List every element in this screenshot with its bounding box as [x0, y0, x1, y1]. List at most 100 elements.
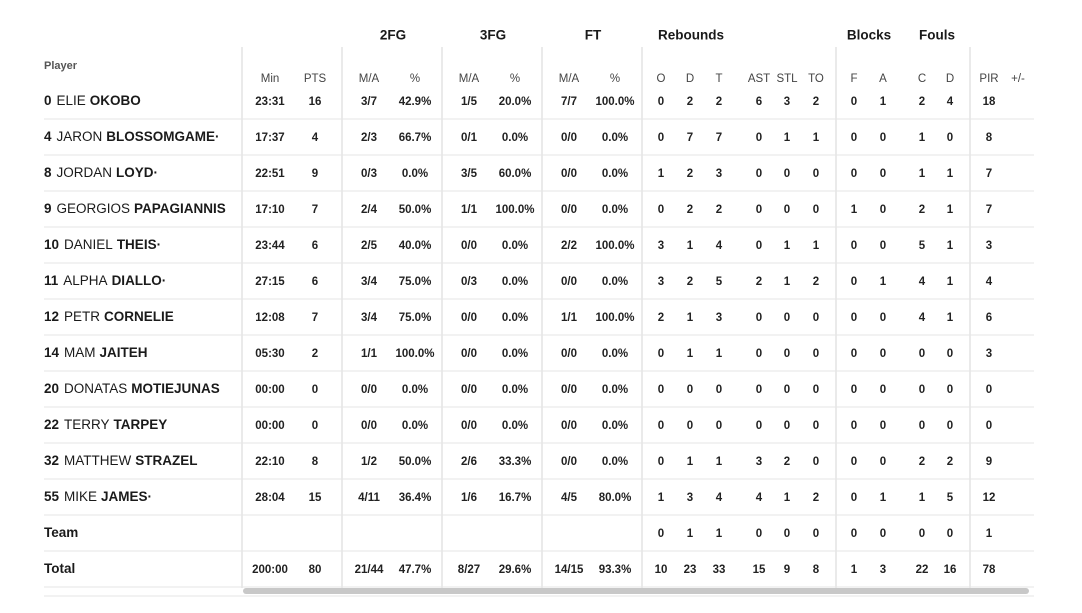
- stat-cell: 1: [784, 132, 791, 144]
- stat-cell: 200:00: [252, 564, 288, 576]
- stat-cell: 1/6: [461, 492, 477, 504]
- stat-cell: 0: [947, 384, 953, 396]
- player-number: 9: [44, 201, 52, 216]
- group-header: Fouls: [919, 28, 955, 43]
- stat-cell: 2/3: [361, 132, 377, 144]
- stat-cell: 0: [851, 420, 857, 432]
- stat-cell: 7: [312, 312, 318, 324]
- stat-cell: 80.0%: [599, 492, 632, 504]
- stat-cell: 33: [713, 564, 726, 576]
- stat-cell: 17:37: [255, 132, 284, 144]
- player-name: 12 PETR CORNELIE: [44, 309, 174, 324]
- stat-cell: 0: [880, 420, 886, 432]
- first-name: GEORGIOS: [57, 201, 131, 216]
- stat-cell: 2/2: [561, 240, 577, 252]
- stat-cell: 0.0%: [502, 312, 528, 324]
- stat-cell: 4: [312, 132, 319, 144]
- stat-cell: 4: [919, 276, 926, 288]
- stat-cell: 1: [880, 492, 887, 504]
- stat-cell: 3: [658, 240, 664, 252]
- first-name: DANIEL: [64, 237, 113, 252]
- stat-cell: 2/6: [461, 456, 477, 468]
- stat-cell: 0: [880, 312, 886, 324]
- stat-cell: 0: [947, 420, 953, 432]
- stat-cell: 2: [756, 276, 762, 288]
- stat-cell: 0/0: [461, 312, 477, 324]
- stat-cell: 9: [784, 564, 790, 576]
- stat-cell: 1: [687, 240, 694, 252]
- row-label: Team: [44, 525, 78, 540]
- stat-cell: 8: [986, 132, 993, 144]
- stat-cell: 0: [851, 384, 857, 396]
- stat-cell: 16.7%: [499, 492, 532, 504]
- stat-cell: 0/1: [461, 132, 478, 144]
- stat-cell: 0: [880, 348, 886, 360]
- stat-cell: 15: [309, 492, 322, 504]
- stat-cell: 0/0: [361, 384, 377, 396]
- stat-cell: 4: [716, 240, 723, 252]
- stat-cell: 7: [687, 132, 693, 144]
- player-name: Team: [44, 525, 78, 540]
- stat-cell: 00:00: [255, 384, 284, 396]
- stat-cell: 0: [919, 348, 925, 360]
- group-header: 3FG: [480, 28, 506, 43]
- stat-cell: 0/0: [461, 384, 477, 396]
- stat-cell: 05:30: [255, 348, 284, 360]
- stat-cell: 0.0%: [602, 420, 628, 432]
- player-name: 55 MIKE JAMES·: [44, 489, 152, 504]
- first-name: MATTHEW: [64, 453, 131, 468]
- stat-cell: 0.0%: [602, 204, 628, 216]
- stat-cell: 5: [716, 276, 723, 288]
- stat-cell: 0: [756, 204, 762, 216]
- stat-cell: 1: [658, 492, 665, 504]
- player-name: 4 JARON BLOSSOMGAME·: [44, 129, 220, 144]
- stat-cell: 2: [813, 492, 819, 504]
- stat-cell: 0: [851, 276, 857, 288]
- player-number: 4: [44, 129, 52, 144]
- stat-cell: 1/1: [461, 204, 478, 216]
- stat-cell: 0: [986, 420, 992, 432]
- first-name: ALPHA: [63, 273, 107, 288]
- stat-cell: 16: [309, 96, 322, 108]
- stat-cell: 16: [944, 564, 957, 576]
- stat-cell: 20.0%: [499, 96, 532, 108]
- stat-cell: 0: [658, 348, 664, 360]
- player-number: 10: [44, 237, 59, 252]
- stat-cell: 0: [947, 132, 953, 144]
- stat-cell: 66.7%: [399, 132, 432, 144]
- stat-cell: 1: [716, 348, 723, 360]
- stat-cell: 1: [687, 312, 694, 324]
- stat-cell: 0: [851, 492, 857, 504]
- stat-cell: 0.0%: [602, 456, 628, 468]
- stat-cell: 3: [716, 168, 722, 180]
- column-header: PTS: [304, 73, 327, 85]
- player-name: 22 TERRY TARPEY: [44, 417, 167, 432]
- stat-cell: 0/0: [461, 240, 477, 252]
- stat-cell: 36.4%: [399, 492, 432, 504]
- player-name: 10 DANIEL THEIS·: [44, 237, 161, 252]
- stat-cell: 3: [658, 276, 664, 288]
- stat-cell: 0: [658, 456, 664, 468]
- column-header: PIR: [979, 73, 998, 85]
- column-header: +/-: [1011, 73, 1025, 85]
- stat-cell: 0: [813, 456, 819, 468]
- stat-cell: 0: [312, 420, 318, 432]
- stat-cell: 2/5: [361, 240, 378, 252]
- stat-cell: 0: [716, 384, 722, 396]
- last-name: JAMES·: [101, 489, 152, 504]
- stat-cell: 6: [312, 240, 318, 252]
- stat-cell: 0: [880, 456, 886, 468]
- stat-cell: 0: [986, 384, 992, 396]
- stat-cell: 0/0: [561, 384, 577, 396]
- last-name: MOTIEJUNAS: [131, 381, 220, 396]
- stat-cell: 0.0%: [502, 240, 528, 252]
- stat-cell: 28:04: [255, 492, 285, 504]
- stat-cell: 23: [684, 564, 697, 576]
- player-name: 8 JORDAN LOYD·: [44, 165, 158, 180]
- scrollbar[interactable]: [243, 588, 1029, 594]
- last-name: TARPEY: [114, 417, 168, 432]
- stat-cell: 100.0%: [595, 240, 634, 252]
- column-header: M/A: [559, 73, 580, 85]
- stat-cell: 75.0%: [399, 312, 432, 324]
- stat-cell: 18: [983, 96, 996, 108]
